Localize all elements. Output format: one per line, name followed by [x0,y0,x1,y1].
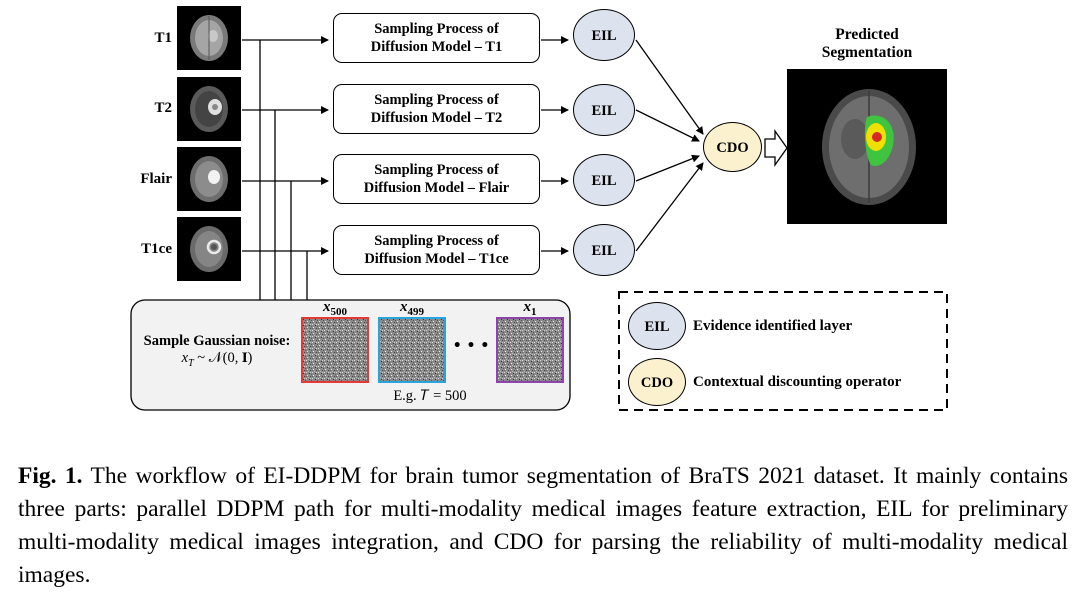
noise-var-sub: T [188,357,194,369]
sampling-box-line2: Diffusion Model – T2 [370,110,503,126]
eil-node-t1ce: EIL [573,224,635,276]
tile-var: x [400,299,408,315]
tile-sub: 500 [330,306,348,318]
noise-tile-label-x1: x1 [497,299,563,318]
noise-dist: ~ 𝒩(0, 𝐈) [193,350,253,366]
modality-label-flair: Flair [140,171,172,187]
figure-caption: Fig. 1. The workflow of EI-DDPM for brai… [18,460,1068,592]
eil-node-t2: EIL [573,84,635,136]
modality-label-t1: T1 [154,30,172,46]
noise-panel-label: Sample Gaussian noise: xT ~ 𝒩(0, 𝐈) [133,333,301,369]
mri-image-t2 [177,77,241,141]
predicted-title-line1: Predicted [835,26,899,43]
cdo-node: CDO [703,122,762,172]
noise-var: x [181,350,189,366]
legend-cdo-symbol: CDO [628,358,686,406]
sampling-box-line2: Diffusion Model – T1ce [364,251,509,267]
tile-sub: 1 [531,306,537,318]
caption-text: The workflow of EI-DDPM for brain tumor … [18,463,1068,588]
noise-tile-label-x499: x499 [379,299,445,318]
noise-ellipsis: • • • [452,338,490,354]
predicted-title-line2: Segmentation [821,44,913,61]
sampling-box-t2: Sampling Process of Diffusion Model – T2 [333,84,540,134]
eil-node-t1: EIL [573,9,635,61]
legend-eil-text: Evidence identified layer [693,318,853,334]
modality-label-t1ce: T1ce [141,241,172,257]
sampling-box-line2: Diffusion Model – T1 [370,39,503,55]
mri-image-t1ce [177,217,241,281]
sampling-box-t1: Sampling Process of Diffusion Model – T1 [333,13,540,63]
predicted-segmentation-title: Predicted Segmentation [786,26,948,62]
noise-label-formula: xT ~ 𝒩(0, 𝐈) [133,350,301,369]
sampling-box-line1: Sampling Process of [374,92,499,108]
tile-var: x [323,299,331,315]
sampling-box-flair: Sampling Process of Diffusion Model – Fl… [333,154,540,204]
sampling-box-line1: Sampling Process of [374,21,499,37]
noise-label-line1: Sample Gaussian noise: [143,333,291,349]
tile-var: x [523,299,532,315]
eil-node-flair: EIL [573,154,635,206]
legend-eil-symbol: EIL [628,302,686,350]
mri-image-t1 [177,6,241,70]
mri-image-flair [177,147,241,211]
modality-label-t2: T2 [154,100,172,116]
sampling-box-line1: Sampling Process of [374,162,499,178]
caption-label: Fig. 1. [18,463,83,489]
noise-example-text: E.g. 𝑇 = 500 [393,388,467,404]
sampling-box-line2: Diffusion Model – Flair [363,180,510,196]
legend-cdo-text: Contextual discounting operator [693,374,902,390]
noise-tile-label-x500: x500 [302,299,368,318]
segmentation-image [787,69,947,224]
sampling-box-t1ce: Sampling Process of Diffusion Model – T1… [333,225,540,275]
tile-sub: 499 [407,306,425,318]
sampling-box-line1: Sampling Process of [374,233,499,249]
